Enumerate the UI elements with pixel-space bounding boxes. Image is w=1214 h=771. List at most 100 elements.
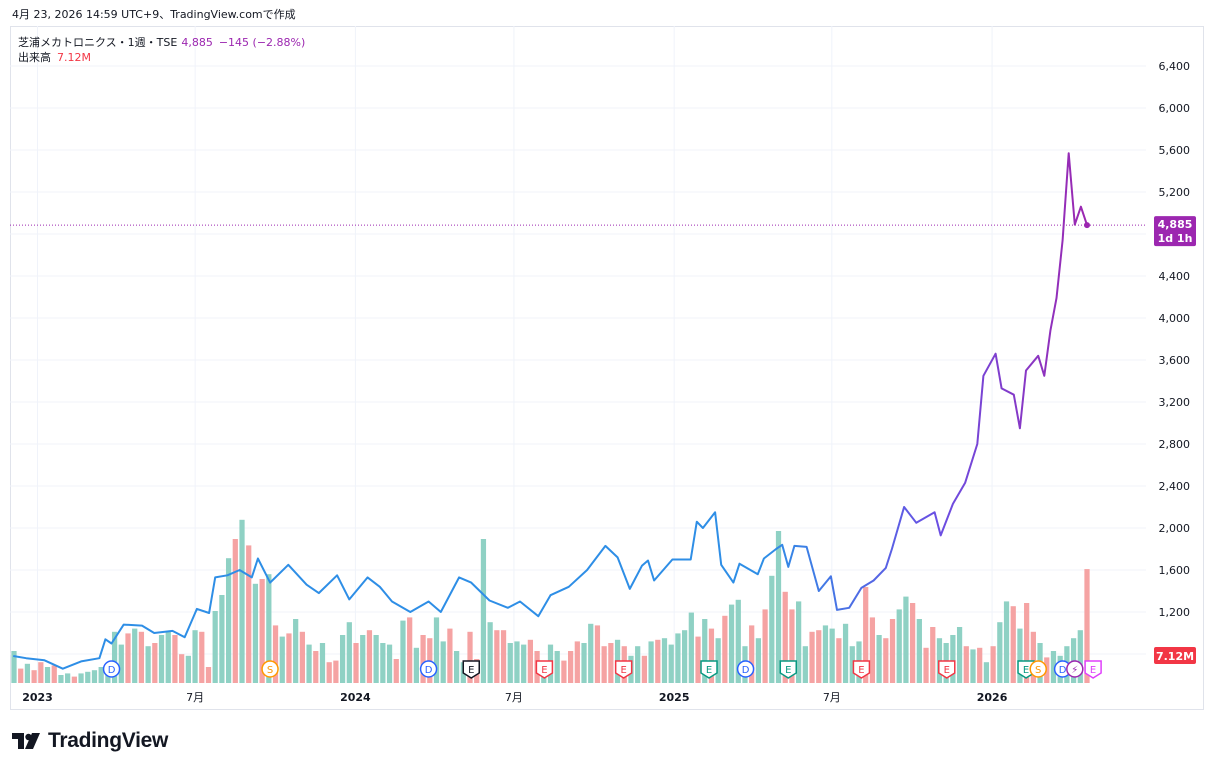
y-axis: 8001,2001,6002,0002,4002,8003,2003,6004,… — [1159, 60, 1191, 661]
volume-bar — [1024, 603, 1030, 683]
volume-bar — [695, 636, 701, 683]
volume-bar — [903, 596, 909, 683]
y-tick-label: 2,000 — [1159, 522, 1191, 535]
chart-frame — [10, 26, 1204, 710]
volume-bar — [487, 622, 493, 683]
event-marker: E — [1084, 660, 1102, 679]
volume-bar — [561, 660, 567, 683]
volume-bar — [420, 635, 426, 683]
volume-bar — [836, 638, 842, 683]
volume-bar — [916, 619, 922, 683]
y-tick-label: 2,800 — [1159, 438, 1191, 451]
volume-bar — [816, 630, 822, 683]
tradingview-logo[interactable]: TradingView — [12, 729, 168, 753]
y-tick-label: 4,400 — [1159, 270, 1191, 283]
event-marker-label: D — [108, 665, 116, 676]
volume-bar — [239, 519, 245, 683]
volume-bar — [1003, 601, 1010, 683]
volume-bar — [78, 673, 84, 683]
event-marker: D — [419, 660, 438, 678]
volume-bar — [601, 646, 607, 683]
volume-bar — [65, 673, 71, 683]
grid-lines — [10, 26, 1146, 683]
volume-bar — [480, 539, 487, 683]
event-marker: E — [1017, 660, 1035, 679]
volume-bar — [715, 638, 721, 683]
event-marker-shape — [535, 660, 554, 679]
volume-bar — [675, 633, 681, 683]
volume-bar — [118, 644, 124, 683]
volume-bar — [842, 623, 849, 683]
y-tick-label: 6,000 — [1159, 102, 1191, 115]
volume-bar — [527, 639, 533, 683]
legend-volume-label[interactable]: 出来高 — [18, 51, 51, 64]
event-marker-label: D — [1059, 665, 1067, 676]
event-marker: E — [535, 660, 554, 679]
volume-bar — [702, 619, 708, 683]
volume-bar — [1017, 628, 1023, 683]
volume-bar — [762, 609, 768, 683]
event-markers: D S D E E E E D E E E E S D ⚡ E — [102, 660, 1102, 679]
legend-volume-value: 7.12M — [57, 51, 91, 64]
volume-bar — [145, 646, 151, 683]
volume-bar — [655, 639, 661, 683]
event-marker: E — [700, 660, 718, 679]
volume-bar — [574, 641, 580, 683]
countdown-badge-value: 1d 1h — [1158, 232, 1193, 245]
volume-bar — [447, 628, 453, 683]
volume-badge-value: 7.12M — [1156, 650, 1194, 663]
volume-bar — [608, 643, 614, 683]
event-marker-label: E — [706, 665, 712, 676]
y-tick-label: 1,600 — [1159, 564, 1191, 577]
volume-bar — [977, 647, 983, 683]
volume-bar — [266, 574, 272, 683]
volume-bar — [910, 603, 916, 683]
volume-bar — [272, 625, 279, 683]
volume-bar — [521, 644, 527, 683]
event-marker: D — [736, 660, 755, 678]
volume-bar — [876, 635, 882, 683]
volume-bar — [749, 625, 755, 683]
y-tick-label: 4,000 — [1159, 312, 1191, 325]
event-marker-shape — [1017, 660, 1035, 679]
volume-bar — [31, 670, 37, 683]
volume-bar — [246, 545, 252, 683]
price-series-line — [13, 152, 1088, 670]
volume-bar — [111, 631, 118, 683]
volume-bar — [293, 619, 299, 683]
volume-bar — [158, 635, 165, 683]
volume-badge — [1154, 647, 1196, 664]
price-line — [10, 152, 1146, 670]
volume-bar — [581, 643, 587, 683]
volume-bar — [930, 627, 936, 683]
event-marker-label: E — [468, 665, 474, 676]
volume-bar — [125, 633, 131, 683]
volume-bar — [212, 611, 218, 683]
volume-bar — [205, 667, 212, 683]
volume-bar — [769, 575, 775, 683]
volume-bar — [306, 644, 312, 683]
event-marker-label: S — [1035, 665, 1041, 676]
volume-bar — [393, 659, 399, 683]
volume-bar — [963, 646, 969, 683]
volume-bar — [970, 649, 976, 683]
volume-bar — [440, 641, 446, 683]
volume-bar — [789, 609, 795, 683]
event-marker-label: E — [620, 665, 626, 676]
volume-bar — [319, 643, 326, 683]
volume-bar — [11, 651, 17, 683]
volume-bar — [219, 595, 225, 683]
x-tick-label: 7月 — [823, 691, 841, 704]
volume-bar — [641, 655, 648, 683]
y-tick-label: 5,600 — [1159, 144, 1191, 157]
volume-bar — [313, 651, 319, 683]
event-marker-label: E — [541, 665, 547, 676]
volume-bar — [373, 635, 379, 683]
event-marker-label: E — [1090, 665, 1096, 676]
event-marker-label: S — [267, 665, 273, 676]
volume-bar — [809, 631, 815, 683]
price-chart[interactable]: 8001,2001,6002,0002,4002,8003,2003,6004,… — [10, 26, 1204, 710]
legend-symbol[interactable]: 芝浦メカトロニクス・1週・TSE — [18, 36, 178, 49]
volume-bar — [353, 643, 359, 683]
volume-bar — [635, 646, 641, 683]
